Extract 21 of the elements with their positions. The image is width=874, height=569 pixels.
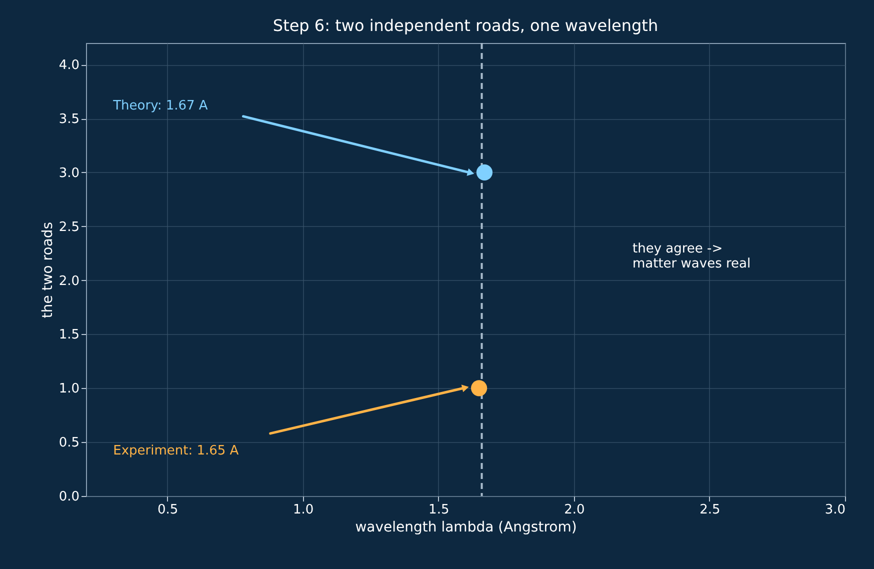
y-tick-label: 4.0 <box>58 58 80 74</box>
y-tick-label: 1.0 <box>58 382 80 397</box>
y-axis-title: the two roads <box>40 222 56 318</box>
y-tick-label: 2.0 <box>58 274 80 289</box>
y-tick-label: 1.5 <box>58 328 80 343</box>
x-tick-label: 1.0 <box>293 502 314 518</box>
annotation: they agree -> matter waves real <box>632 241 751 272</box>
y-tick-label: 0.5 <box>58 436 80 451</box>
y-tick-label: 0.0 <box>58 490 80 504</box>
x-tick-label: 2.0 <box>564 502 585 518</box>
x-axis-title: wavelength lambda (Angstrom) <box>355 520 577 536</box>
annotation: Theory: 1.67 A <box>112 98 208 114</box>
annotation: Experiment: 1.65 A <box>113 444 239 459</box>
x-tick-label: 3.0 <box>824 502 846 518</box>
y-tick-label: 3.0 <box>58 166 80 181</box>
y-tick-label: 2.5 <box>58 220 80 235</box>
y-tick-label: 3.5 <box>58 112 80 127</box>
x-tick-label: 0.5 <box>157 502 178 518</box>
x-tick-label: 2.5 <box>700 502 720 518</box>
x-tick-label: 1.5 <box>428 502 450 518</box>
chart-title: Step 6: two independent roads, one wavelength <box>272 16 658 35</box>
